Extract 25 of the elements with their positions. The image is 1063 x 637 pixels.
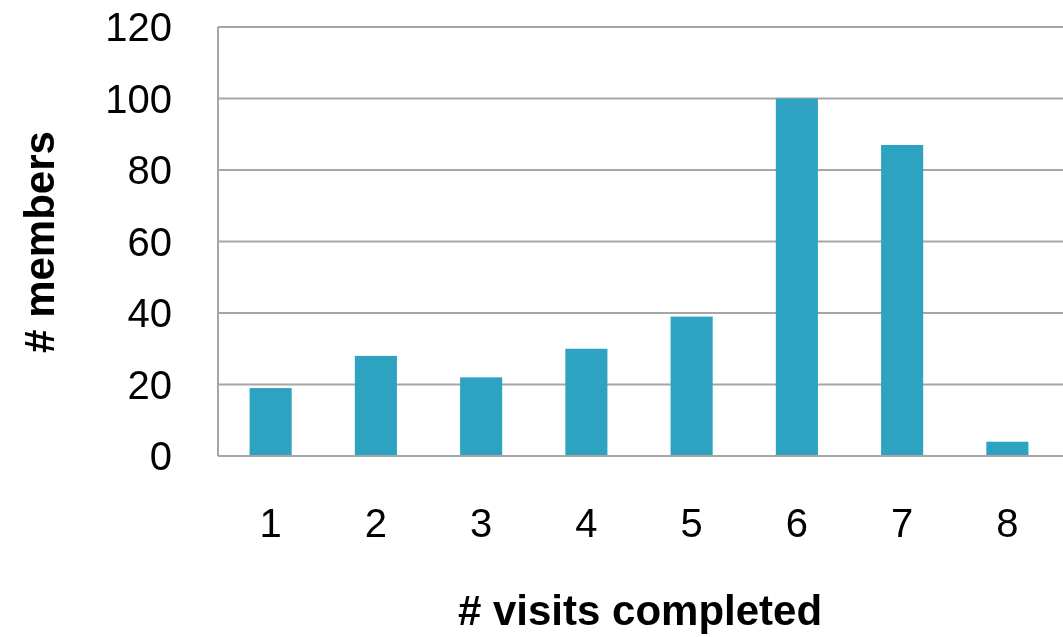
x-tick-label: 8 [996,501,1019,545]
y-tick-label: 40 [127,291,172,335]
bar [881,144,924,456]
x-tick-label: 1 [259,501,282,545]
bar [460,377,503,456]
y-tick-label: 120 [105,5,172,49]
x-tick-label: 7 [891,501,914,545]
bar [775,98,818,456]
y-tick-label: 100 [105,76,172,121]
x-tick-label: 5 [680,501,703,545]
x-tick-label: 3 [470,501,493,545]
bar [354,355,397,456]
y-tick-label: 60 [127,219,172,264]
bar [249,388,292,456]
y-axis-title: # members [16,131,63,353]
x-tick-label: 2 [364,501,387,545]
bar [670,316,713,456]
y-tick-label: 80 [127,148,172,192]
bar [986,441,1029,456]
x-tick-label: 4 [575,501,598,545]
x-tick-label: 6 [785,501,808,545]
bar [565,348,608,456]
y-tick-label: 0 [149,434,172,478]
x-axis-title: # visits completed [457,587,823,634]
y-tick-label: 20 [127,362,172,407]
